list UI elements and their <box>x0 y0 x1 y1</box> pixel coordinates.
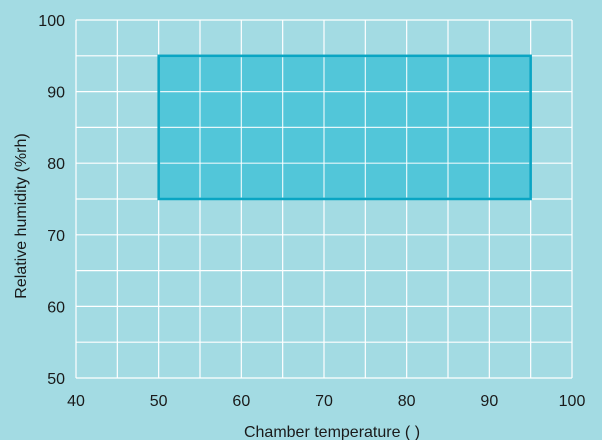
y-tick-label-80: 80 <box>47 156 65 173</box>
x-tick-label-70: 70 <box>315 393 333 410</box>
y-tick-label-70: 70 <box>47 228 65 245</box>
y-axis-title: Relative humidity (%rh) <box>13 133 30 298</box>
x-tick-label-90: 90 <box>480 393 498 410</box>
x-tick-label-50: 50 <box>150 393 168 410</box>
x-tick-labels: 40 50 60 70 80 90 100 <box>67 393 585 410</box>
y-tick-label-60: 60 <box>47 299 65 316</box>
region-grid-lines <box>160 57 530 198</box>
y-tick-label-90: 90 <box>47 85 65 102</box>
y-tick-label-100: 100 <box>38 13 65 30</box>
y-tick-labels: 50 60 70 80 90 100 <box>38 13 65 388</box>
y-tick-label-50: 50 <box>47 371 65 388</box>
x-tick-label-80: 80 <box>398 393 416 410</box>
x-tick-label-60: 60 <box>232 393 250 410</box>
x-axis-title: Chamber temperature ( ) <box>244 424 420 440</box>
x-tick-label-100: 100 <box>559 393 586 410</box>
x-tick-label-40: 40 <box>67 393 85 410</box>
